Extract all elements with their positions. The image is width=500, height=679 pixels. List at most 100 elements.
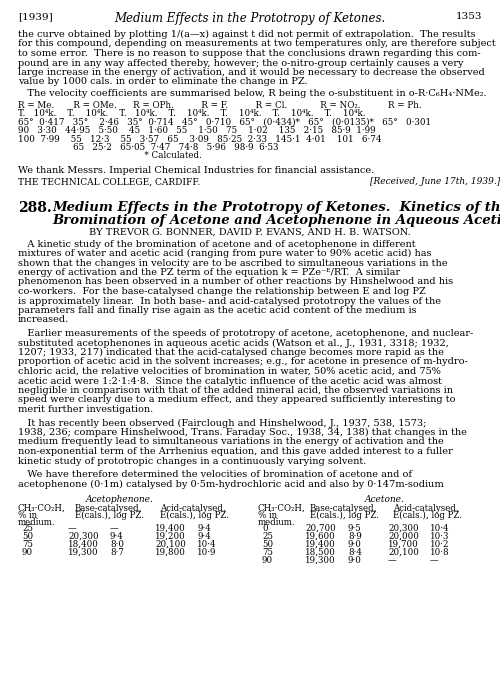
Text: 19,300: 19,300 [305, 556, 336, 565]
Text: 100  7·99    55   12·3    55   3·57   65    3·09   85·25  2·33   145·1  4·01    : 100 7·99 55 12·3 55 3·57 65 3·09 85·25 2… [18, 134, 382, 143]
Text: medium.: medium. [258, 518, 296, 527]
Text: speed were clearly due to a medium effect, and they appeared sufficiently intere: speed were clearly due to a medium effec… [18, 395, 456, 405]
Text: 19,400: 19,400 [155, 524, 186, 533]
Text: A kinetic study of the bromination of acetone and of acetophenone in different: A kinetic study of the bromination of ac… [18, 240, 415, 249]
Text: 8·9: 8·9 [348, 532, 362, 541]
Text: acetic acid were 1:2·1:4·8.  Since the catalytic influence of the acetic acid wa: acetic acid were 1:2·1:4·8. Since the ca… [18, 376, 442, 386]
Text: 288.: 288. [18, 201, 52, 215]
Text: to some error.  There is no reason to suppose that the conclusions drawn regardi: to some error. There is no reason to sup… [18, 49, 480, 58]
Text: 0: 0 [262, 524, 268, 533]
Text: [1939]: [1939] [18, 12, 53, 21]
Text: Medium Effects in the Prototropy of Ketones.  Kinetics of the: Medium Effects in the Prototropy of Keto… [52, 201, 500, 214]
Text: E(cals.), log PZ.: E(cals.), log PZ. [75, 511, 144, 520]
Text: large increase in the energy of activation, and it would be necessary to decreas: large increase in the energy of activati… [18, 68, 485, 77]
Text: 50: 50 [262, 540, 273, 549]
Text: 20,100: 20,100 [388, 548, 419, 557]
Text: 20,100: 20,100 [155, 540, 186, 549]
Text: shown that the changes in velocity are to be ascribed to simultaneous variations: shown that the changes in velocity are t… [18, 259, 448, 268]
Text: T.   10⁴k.    T.    10⁴k.    T.   10⁴k.    T.    10⁴k.    T.    10⁴k.    T.    1: T. 10⁴k. T. 10⁴k. T. 10⁴k. T. 10⁴k. T. 1… [18, 109, 366, 118]
Text: proportion of acetic acid in the solvent increases; e.g., for acetone in presenc: proportion of acetic acid in the solvent… [18, 358, 468, 367]
Text: Earlier measurements of the speeds of prototropy of acetone, acetophenone, and n: Earlier measurements of the speeds of pr… [18, 329, 473, 338]
Text: 65°  0·417   35°    2·46   35°  0·714   45°   0·710   65°   (0·434)*   65°   (0·: 65° 0·417 35° 2·46 35° 0·714 45° 0·710 6… [18, 117, 431, 126]
Text: E(cals.), log PZ.: E(cals.), log PZ. [160, 511, 229, 520]
Text: % in: % in [258, 511, 277, 520]
Text: substituted acetophenones in aqueous acetic acids (Watson et al., J., 1931, 3318: substituted acetophenones in aqueous ace… [18, 339, 449, 348]
Text: 8·0: 8·0 [110, 540, 124, 549]
Text: Base-catalysed.: Base-catalysed. [310, 504, 378, 513]
Text: for this compound, depending on measurements at two temperatures only, are there: for this compound, depending on measurem… [18, 39, 496, 48]
Text: the curve obtained by plotting 1/(a—x) against t did not permit of extrapolation: the curve obtained by plotting 1/(a—x) a… [18, 30, 475, 39]
Text: It has recently been observed (Fairclough and Hinshelwood, J., 1937, 538, 1573;: It has recently been observed (Faircloug… [18, 418, 426, 428]
Text: 10·3: 10·3 [430, 532, 450, 541]
Text: 10·4: 10·4 [197, 540, 216, 549]
Text: Acetophenone.: Acetophenone. [86, 495, 154, 504]
Text: co-workers.  For the base-catalysed change the relationship between E and log PZ: co-workers. For the base-catalysed chang… [18, 287, 426, 296]
Text: mixtures of water and acetic acid (ranging from pure water to 90% acetic acid) h: mixtures of water and acetic acid (rangi… [18, 249, 432, 258]
Text: 90: 90 [262, 556, 273, 565]
Text: merit further investigation.: merit further investigation. [18, 405, 153, 414]
Text: 9·0: 9·0 [348, 556, 362, 565]
Text: 65   25·2   65·05  7·47   74·8   5·96   98·9  6·53: 65 25·2 65·05 7·47 74·8 5·96 98·9 6·53 [18, 143, 278, 152]
Text: negligible in comparison with that of the added mineral acid, the observed varia: negligible in comparison with that of th… [18, 386, 453, 395]
Text: value by 1000 cals. in order to eliminate the change in PZ.: value by 1000 cals. in order to eliminat… [18, 77, 308, 86]
Text: —: — [430, 556, 438, 565]
Text: chloric acid, the relative velocities of bromination in water, 50% acetic acid, : chloric acid, the relative velocities of… [18, 367, 441, 376]
Text: kinetic study of prototropic changes in a continuously varying solvent.: kinetic study of prototropic changes in … [18, 456, 366, 466]
Text: We have therefore determined the velocities of bromination of acetone and of: We have therefore determined the velocit… [18, 470, 412, 479]
Text: Base-catalysed.: Base-catalysed. [75, 504, 142, 513]
Text: 10·2: 10·2 [430, 540, 450, 549]
Text: is approximately linear.  In both base- and acid-catalysed prototropy the values: is approximately linear. In both base- a… [18, 297, 441, 306]
Text: 18,500: 18,500 [305, 548, 336, 557]
Text: % in: % in [18, 511, 37, 520]
Text: 8·7: 8·7 [110, 548, 124, 557]
Text: acetophenone (0·1m) catalysed by 0·5m-hydrochloric acid and also by 0·147m-sodiu: acetophenone (0·1m) catalysed by 0·5m-hy… [18, 479, 444, 489]
Text: 10·9: 10·9 [197, 548, 216, 557]
Text: 90   3·30   44·95   5·50    45   1·60   55    1·50   75    1·02    135   2·15   : 90 3·30 44·95 5·50 45 1·60 55 1·50 75 1·… [18, 126, 376, 135]
Text: 9·4: 9·4 [197, 532, 211, 541]
Text: 1938, 236; compare Hinshelwood, Trans. Faraday Soc., 1938, 34, 138) that changes: 1938, 236; compare Hinshelwood, Trans. F… [18, 428, 467, 437]
Text: medium frequently lead to simultaneous variations in the energy of activation an: medium frequently lead to simultaneous v… [18, 437, 444, 447]
Text: 9·4: 9·4 [197, 524, 211, 533]
Text: THE TECHNICAL COLLEGE, CARDIFF.: THE TECHNICAL COLLEGE, CARDIFF. [18, 177, 200, 187]
Text: increased.: increased. [18, 316, 69, 325]
Text: CH₃·CO₂H,: CH₃·CO₂H, [258, 504, 306, 513]
Text: Acid-catalysed.: Acid-catalysed. [393, 504, 458, 513]
Text: * Calculated.: * Calculated. [18, 151, 202, 160]
Text: —: — [388, 556, 396, 565]
Text: Medium Effects in the Prototropy of Ketones.: Medium Effects in the Prototropy of Keto… [114, 12, 386, 25]
Text: E(cals.), log PZ.: E(cals.), log PZ. [310, 511, 379, 520]
Text: 20,700: 20,700 [305, 524, 336, 533]
Text: medium.: medium. [18, 518, 56, 527]
Text: The velocity coefficients are summarised below, R being the o-substituent in o-R: The velocity coefficients are summarised… [18, 89, 486, 98]
Text: 9·0: 9·0 [348, 540, 362, 549]
Text: 9·5: 9·5 [348, 524, 362, 533]
Text: 20,300: 20,300 [68, 532, 98, 541]
Text: 19,200: 19,200 [155, 532, 186, 541]
Text: parameters fall and finally rise again as the acetic acid content of the medium : parameters fall and finally rise again a… [18, 306, 416, 315]
Text: 19,600: 19,600 [305, 532, 336, 541]
Text: Acetone.: Acetone. [365, 495, 405, 504]
Text: 9·4: 9·4 [110, 532, 124, 541]
Text: energy of activation and the PZ term of the equation k = PZe⁻ᴱ/RT.  A similar: energy of activation and the PZ term of … [18, 268, 400, 277]
Text: 20,300: 20,300 [388, 524, 418, 533]
Text: Bromination of Acetone and Acetophenone in Aqueous Acetic Acid.: Bromination of Acetone and Acetophenone … [52, 214, 500, 227]
Text: 75: 75 [22, 540, 33, 549]
Text: 75: 75 [262, 548, 273, 557]
Text: 10·8: 10·8 [430, 548, 450, 557]
Text: 19,700: 19,700 [388, 540, 419, 549]
Text: 10·4: 10·4 [430, 524, 450, 533]
Text: 8·4: 8·4 [348, 548, 362, 557]
Text: 25: 25 [22, 524, 33, 533]
Text: R = Me.       R = OMe.      R = OPh.          R = F.          R = Cl.           : R = Me. R = OMe. R = OPh. R = F. R = Cl. [18, 100, 421, 109]
Text: 1353: 1353 [456, 12, 482, 21]
Text: BY TREVOR G. BONNER, DAVID P. EVANS, AND H. B. WATSON.: BY TREVOR G. BONNER, DAVID P. EVANS, AND… [89, 228, 411, 237]
Text: 1207; 1933, 217) indicated that the acid-catalysed change becomes more rapid as : 1207; 1933, 217) indicated that the acid… [18, 348, 444, 357]
Text: —: — [110, 524, 118, 533]
Text: 25: 25 [262, 532, 273, 541]
Text: 90: 90 [22, 548, 33, 557]
Text: —: — [68, 524, 76, 533]
Text: non-exponential term of the Arrhenius equation, and this gave added interest to : non-exponential term of the Arrhenius eq… [18, 447, 453, 456]
Text: CH₃·CO₂H,: CH₃·CO₂H, [18, 504, 66, 513]
Text: Acid-catalysed.: Acid-catalysed. [160, 504, 226, 513]
Text: We thank Messrs. Imperial Chemical Industries for financial assistance.: We thank Messrs. Imperial Chemical Indus… [18, 166, 374, 175]
